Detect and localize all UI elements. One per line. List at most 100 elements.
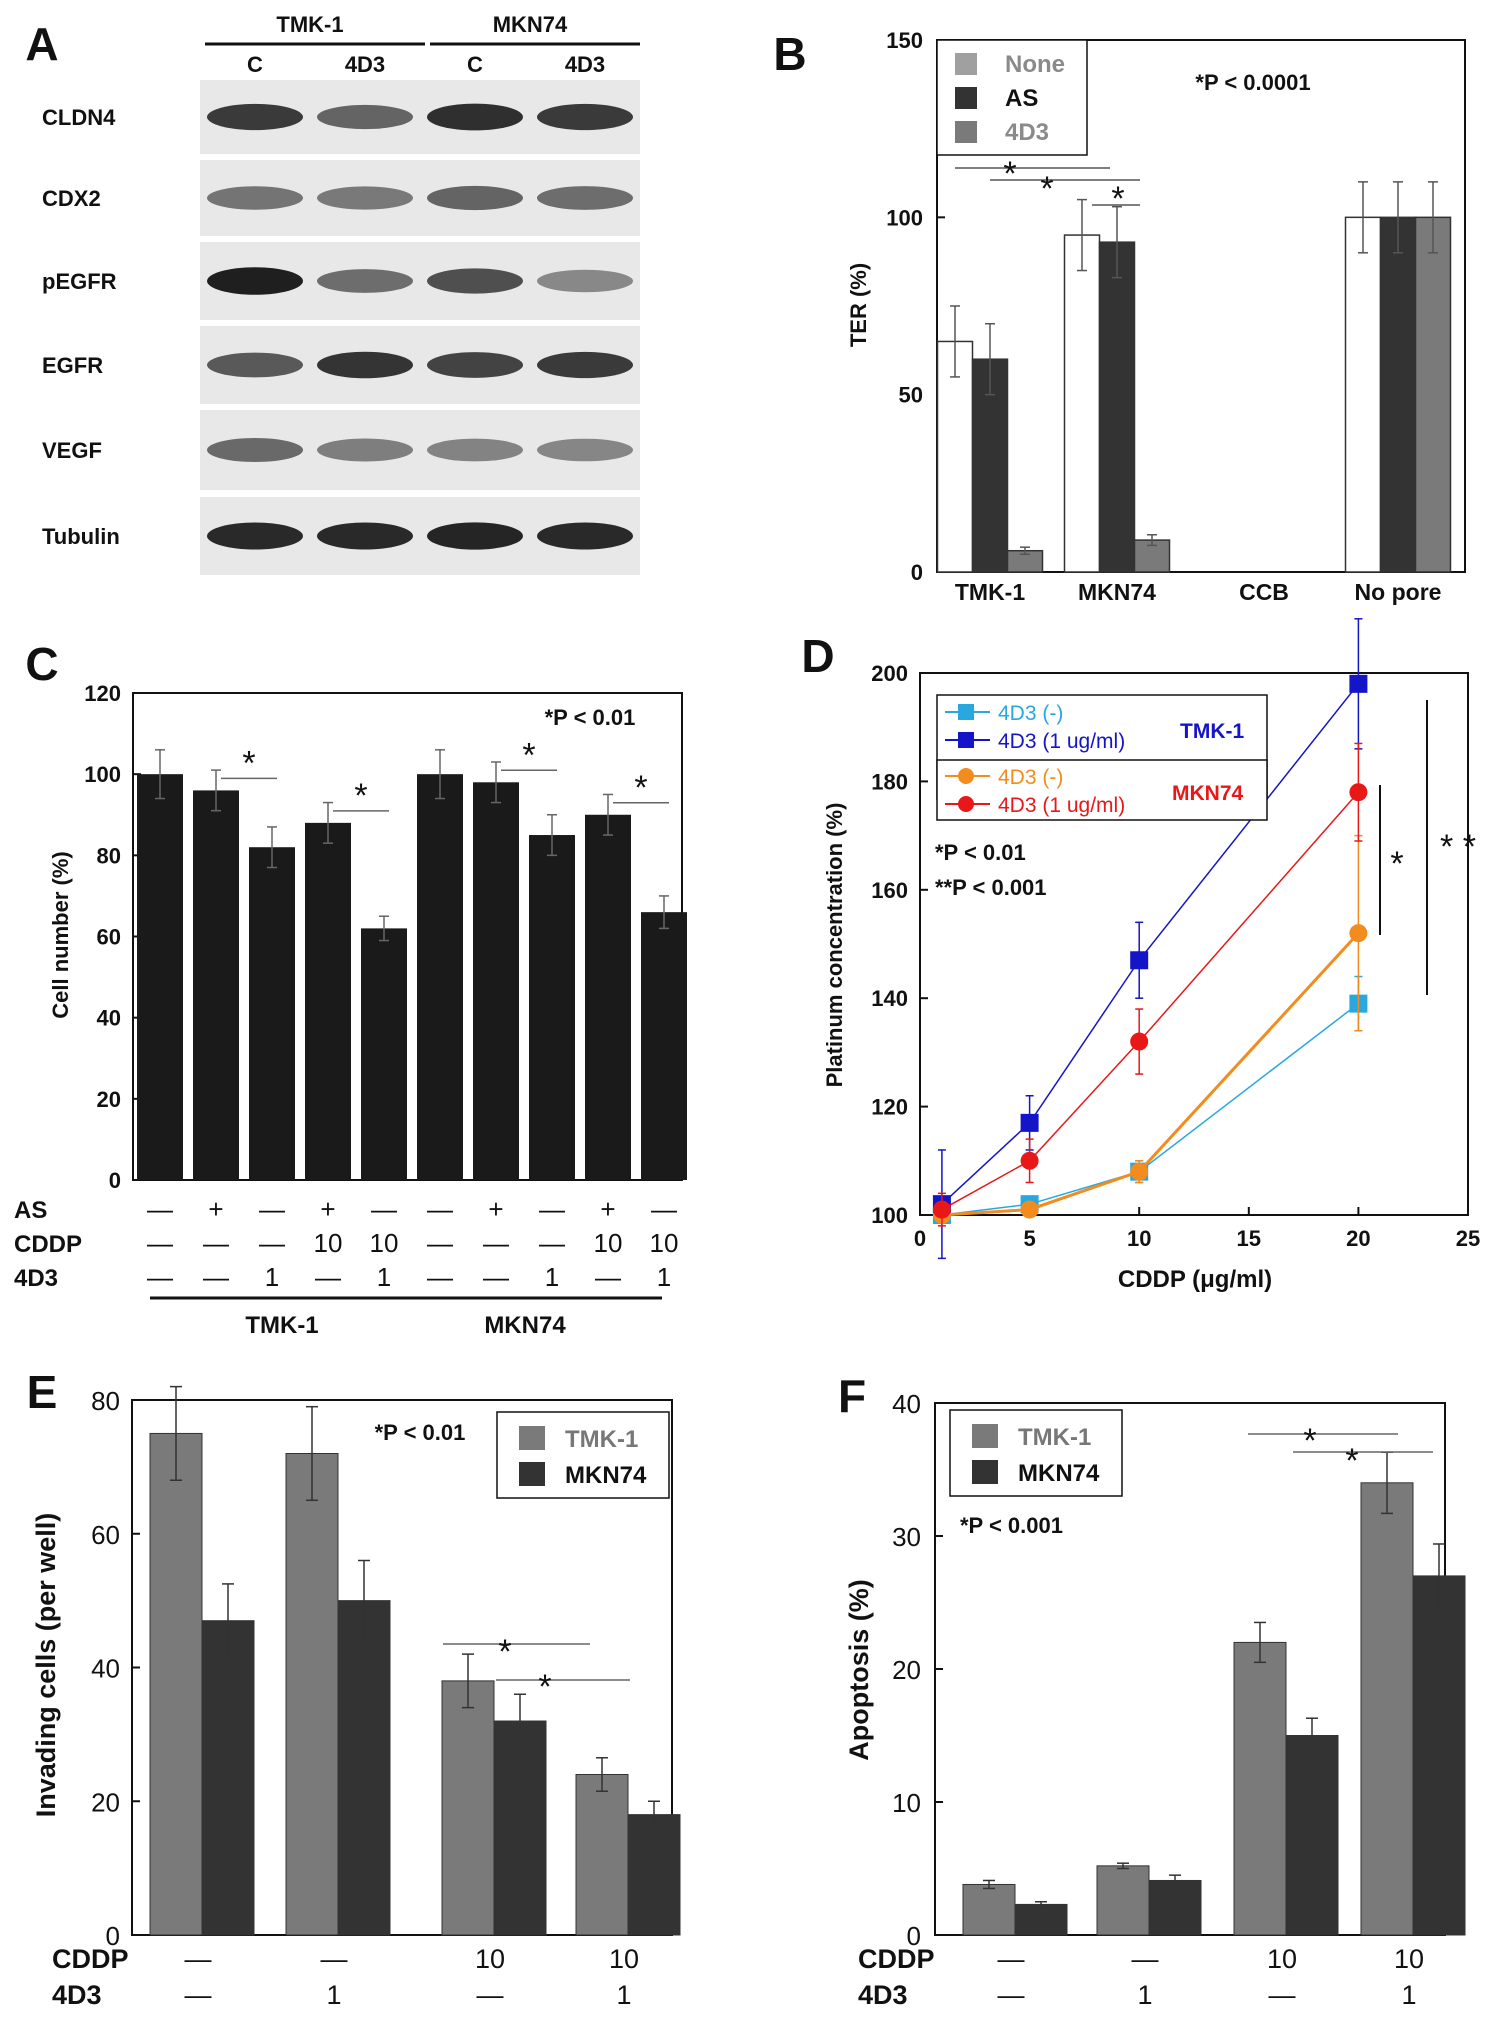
p-value-note: *P < 0.01 xyxy=(935,840,1026,865)
condition-cell: — xyxy=(315,1262,341,1292)
y-axis-label: Cell number (%) xyxy=(48,851,73,1018)
condition-cell: — xyxy=(651,1194,677,1224)
y-tick-label: 40 xyxy=(91,1654,120,1684)
series xyxy=(932,834,1368,1224)
x-tick-label: 20 xyxy=(1346,1226,1370,1251)
condition-row-label: CDDP xyxy=(52,1944,129,1974)
condition-cell: 1 xyxy=(326,1980,341,2010)
data-point xyxy=(932,1200,951,1219)
legend-swatch xyxy=(955,121,977,143)
error-bar xyxy=(435,749,445,800)
error-bar xyxy=(379,915,389,942)
blot-band xyxy=(317,522,413,550)
legend: 4D3 (-) 4D3 (1 ug/ml) 4D3 (-) 4D3 (1 ug/ml)… xyxy=(936,694,1268,821)
bar xyxy=(1063,234,1101,573)
series-line xyxy=(941,683,1359,1205)
condition-row-label: 4D3 xyxy=(52,1980,102,2010)
sig-star: * xyxy=(1345,1442,1358,1480)
condition-cell: — xyxy=(203,1262,229,1292)
sig-star: * xyxy=(1390,845,1403,883)
x-category-label: TMK-1 xyxy=(955,579,1025,605)
y-tick-label: 0 xyxy=(907,1921,921,1951)
x-axis-label: CDDP (μg/ml) xyxy=(1118,1266,1272,1293)
sig-star: * xyxy=(1303,1422,1316,1460)
panel-letter-f: F xyxy=(838,1370,866,1422)
y-tick-label: 120 xyxy=(871,1095,908,1120)
legend-marker xyxy=(958,768,974,784)
p-value-note: *P < 0.0001 xyxy=(1195,70,1310,95)
legend: None AS 4D3 xyxy=(936,39,1088,156)
condition-cell: — xyxy=(321,1944,348,1974)
legend-label: 4D3 xyxy=(1005,119,1049,146)
legend-swatch xyxy=(972,1424,998,1448)
series-line xyxy=(941,1003,1359,1216)
legend-swatch xyxy=(955,53,977,75)
group-label: TMK-1 xyxy=(1180,720,1244,743)
error-bar xyxy=(491,761,501,804)
bar xyxy=(285,1453,339,1936)
y-axis-label: Platinum concentration (%) xyxy=(822,803,847,1088)
condition-cell: — xyxy=(147,1262,173,1292)
legend-box xyxy=(936,759,1268,821)
panel-e: E 0 20 40 60 80 Invading cells (per well) TMK-1… xyxy=(27,1366,681,2010)
condition-cell: 1 xyxy=(377,1262,391,1292)
x-category-label: MKN74 xyxy=(1078,579,1156,605)
legend-marker xyxy=(958,732,974,748)
series-line xyxy=(941,932,1360,1217)
series xyxy=(932,742,1368,1227)
legend-marker xyxy=(958,796,974,812)
sig-star: * xyxy=(354,777,367,815)
y-axis-label: TER (%) xyxy=(846,263,871,347)
condition-row-label: AS xyxy=(14,1197,47,1224)
blot-band xyxy=(317,438,413,462)
error-bar xyxy=(1112,205,1122,279)
legend-label: 4D3 (1 ug/ml) xyxy=(998,730,1125,753)
condition-row-label: 4D3 xyxy=(858,1980,908,2010)
error-bar xyxy=(659,895,669,930)
bar xyxy=(641,912,687,1180)
sig-star: * xyxy=(522,736,535,774)
error-bar xyxy=(596,1757,608,1792)
data-point xyxy=(1349,674,1368,693)
bar xyxy=(137,774,183,1180)
condition-cell: — xyxy=(1132,1944,1159,1974)
condition-row-label: CDDP xyxy=(14,1231,82,1258)
blot-band xyxy=(427,185,523,211)
panel-c: C 0 20 40 60 80 100 120 Cell number (%) *P < 0.01… xyxy=(14,638,687,1339)
y-tick-label: 120 xyxy=(84,681,121,706)
y-tick-label: 60 xyxy=(97,925,121,950)
blot-band xyxy=(207,267,303,295)
blot-band xyxy=(207,186,303,210)
condition-cell: — xyxy=(998,1944,1025,1974)
blot-band xyxy=(537,351,633,379)
bar xyxy=(201,1620,255,1936)
y-tick-label: 160 xyxy=(871,878,908,903)
bar xyxy=(1014,1903,1068,1936)
condition-cell: — xyxy=(185,1980,212,2010)
legend-swatch xyxy=(519,1462,545,1486)
y-tick-label: 40 xyxy=(892,1389,921,1419)
condition-cell: 10 xyxy=(370,1228,399,1258)
blot-band xyxy=(207,103,303,131)
bar xyxy=(1360,1482,1414,1936)
protein-label: VEGF xyxy=(42,438,102,463)
panel-f: F 0 10 20 30 40 Apoptosis (%) TMK-1 MKN74 *P < 0.… xyxy=(838,1370,1466,2010)
error-bar xyxy=(950,305,960,378)
series-line xyxy=(941,791,1359,1211)
x-tick-label: 0 xyxy=(914,1226,926,1251)
plot-frame xyxy=(919,672,1469,1216)
error-bar xyxy=(985,322,995,396)
y-tick-label: 80 xyxy=(97,843,121,868)
bar xyxy=(529,835,575,1180)
bar xyxy=(337,1600,391,1936)
group-label: TMK-1 xyxy=(245,1312,318,1339)
y-tick-label: 10 xyxy=(892,1788,921,1818)
blot-band xyxy=(537,522,633,550)
y-tick-label: 180 xyxy=(871,769,908,794)
error-bar xyxy=(211,769,221,812)
bar xyxy=(1344,216,1382,573)
condition-cell: — xyxy=(427,1194,453,1224)
sig-star: * * xyxy=(1440,828,1476,866)
x-category-label: No pore xyxy=(1355,579,1442,605)
